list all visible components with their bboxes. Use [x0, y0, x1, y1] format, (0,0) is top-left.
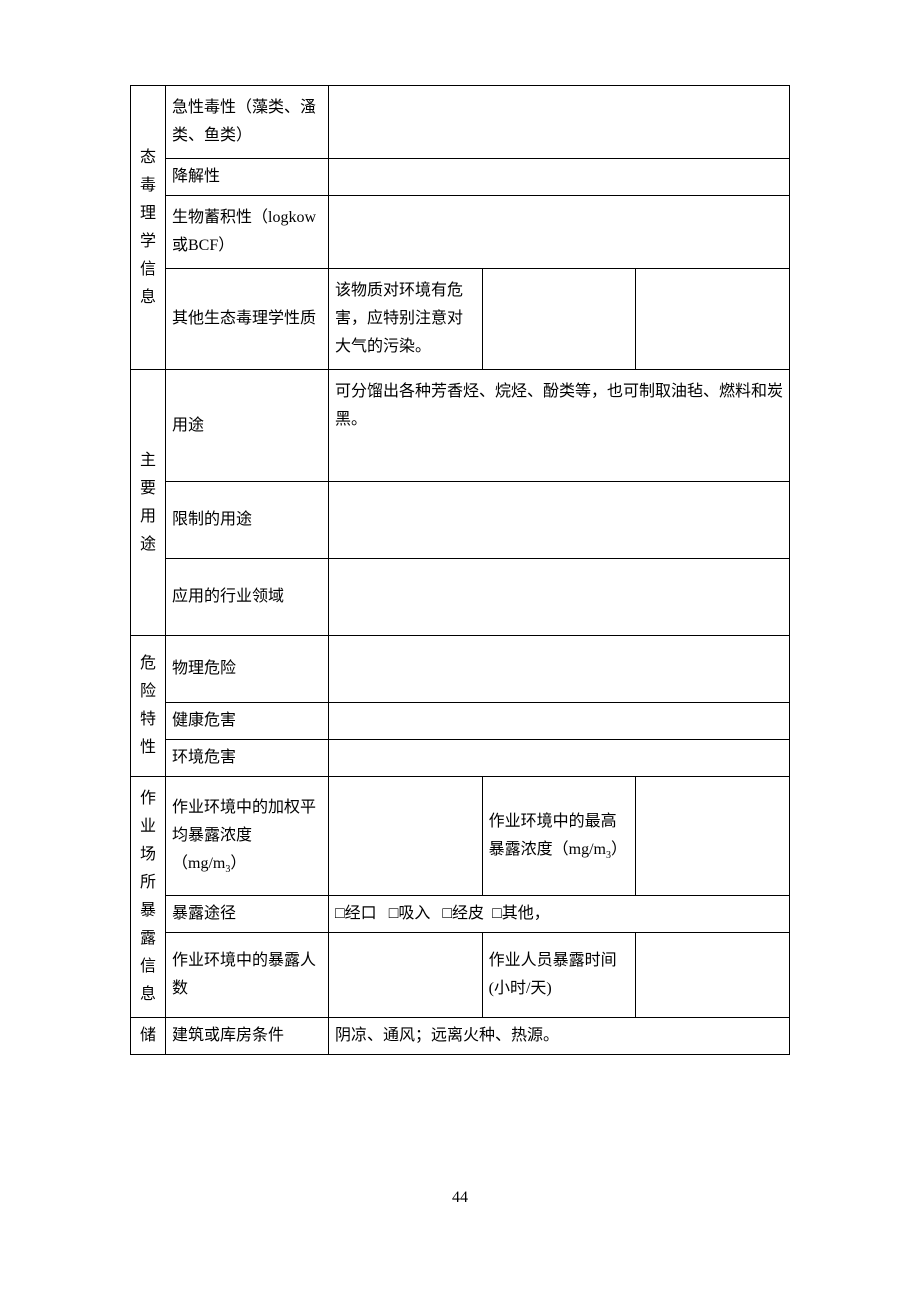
cell-value — [329, 740, 790, 777]
label-text: 作业环境中的最高暴露浓度（mg/m — [489, 813, 617, 858]
row-label: 建筑或库房条件 — [166, 1018, 329, 1055]
cell-value — [329, 559, 790, 636]
row-label: 作业环境中的加权平均暴露浓度（mg/m3） — [166, 777, 329, 896]
row-label: 暴露途径 — [166, 895, 329, 932]
checkbox-label: 其他， — [502, 905, 550, 922]
cell-value — [329, 159, 790, 196]
row-label: 作业人员暴露时间(小时/天) — [482, 932, 636, 1017]
row-label: 限制的用途 — [166, 482, 329, 559]
cell-value: 阴凉、通风；远离火种、热源。 — [329, 1018, 790, 1055]
checkbox-icon: □ — [492, 900, 502, 928]
row-label: 应用的行业领域 — [166, 559, 329, 636]
section-header-use: 主要用途 — [131, 370, 166, 636]
cell-value — [329, 932, 483, 1017]
checkbox-label: 经皮 — [452, 905, 484, 922]
cell-value — [329, 636, 790, 703]
data-table: 态毒理学信息 急性毒性（藻类、溞类、鱼类） 降解性 生物蓄积性（logkow 或… — [130, 85, 790, 1055]
checkbox-icon: □ — [335, 900, 345, 928]
cell-value — [329, 482, 790, 559]
cell-value — [329, 703, 790, 740]
cell-value: □经口 □吸入 □经皮 □其他， — [329, 895, 790, 932]
row-label: 健康危害 — [166, 703, 329, 740]
row-label: 急性毒性（藻类、溞类、鱼类） — [166, 86, 329, 159]
label-text: ） — [230, 855, 246, 872]
checkbox-icon: □ — [442, 900, 452, 928]
section-header-exposure: 作业场所暴露信息 — [131, 777, 166, 1018]
cell-value — [636, 932, 790, 1017]
cell-value — [329, 196, 790, 269]
row-label: 物理危险 — [166, 636, 329, 703]
row-label: 降解性 — [166, 159, 329, 196]
label-text: ） — [611, 841, 627, 858]
cell-value: 可分馏出各种芳香烃、烷烃、酚类等，也可制取油毡、燃料和炭黑。 — [329, 370, 790, 482]
row-label: 生物蓄积性（logkow 或BCF） — [166, 196, 329, 269]
cell-value — [482, 269, 636, 370]
cell-value — [636, 269, 790, 370]
page-number: 44 — [0, 1189, 920, 1207]
checkbox-icon: □ — [389, 900, 399, 928]
row-label: 其他生态毒理学性质 — [166, 269, 329, 370]
cell-value — [329, 777, 483, 896]
checkbox-label: 吸入 — [398, 905, 430, 922]
row-label: 作业环境中的暴露人数 — [166, 932, 329, 1017]
row-label: 用途 — [166, 370, 329, 482]
row-label: 作业环境中的最高暴露浓度（mg/m3） — [482, 777, 636, 896]
cell-value — [636, 777, 790, 896]
cell-value — [329, 86, 790, 159]
cell-value: 该物质对环境有危害，应特别注意对大气的污染。 — [329, 269, 483, 370]
section-header-storage: 储 — [131, 1018, 166, 1055]
section-header-eco: 态毒理学信息 — [131, 86, 166, 370]
row-label: 环境危害 — [166, 740, 329, 777]
checkbox-label: 经口 — [345, 905, 377, 922]
section-header-hazard: 危险特性 — [131, 636, 166, 777]
